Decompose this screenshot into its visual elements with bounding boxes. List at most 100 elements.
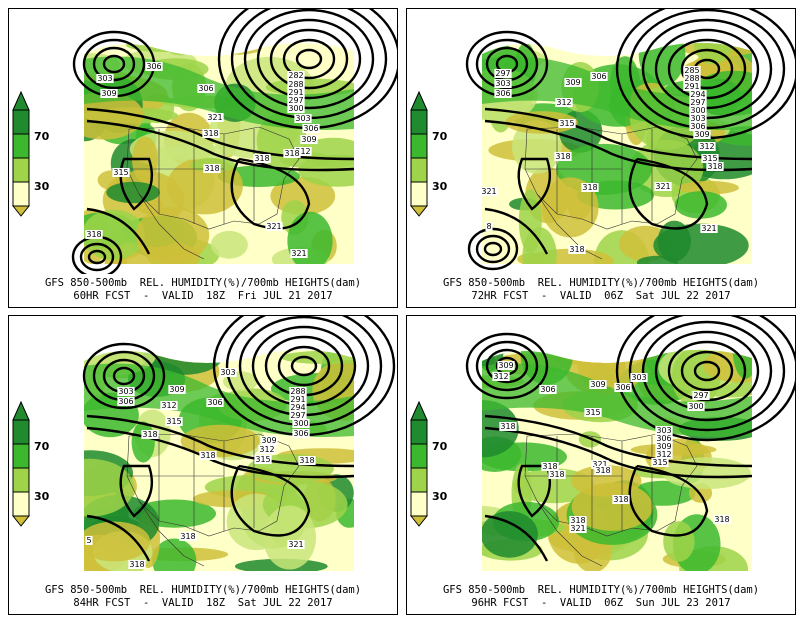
contour-label-bg (206, 113, 224, 122)
contour-label-bg (564, 78, 582, 87)
contour-line (680, 350, 734, 392)
contour-label-bg (485, 222, 493, 231)
contour-label: 312 (656, 450, 671, 459)
contour-label-bg (687, 402, 705, 411)
contour-label: 318 (613, 495, 628, 504)
contour-line (465, 332, 549, 400)
contour-label-bg (117, 387, 135, 396)
contour-label-bg (179, 532, 197, 541)
contour-label-bg (298, 456, 316, 465)
contour-line (256, 18, 362, 100)
contour-label-bg (100, 89, 118, 98)
contour-label: 309 (169, 385, 184, 394)
legend-swatch (410, 157, 428, 183)
contour-label: 318 (284, 149, 299, 158)
contour-label-bg (614, 383, 632, 392)
legend-arrow-down (11, 515, 31, 527)
contour-label-bg (254, 455, 272, 464)
legend-label-30: 30 (34, 180, 50, 193)
contour-label-bg (302, 124, 320, 133)
contour-label-bg (202, 129, 220, 138)
humidity-blob (505, 111, 578, 134)
contour-label-bg (160, 401, 178, 410)
contour-label: 303 (631, 373, 646, 382)
contour-label-bg (85, 230, 103, 239)
contour-label: 318 (549, 470, 564, 479)
contour-label: 285 (684, 66, 699, 75)
contour-label-bg (581, 183, 599, 192)
contour-label: 306 (495, 89, 510, 98)
panel-title: GFS 850-500mb REL. HUMIDITY(%)/700mb HEI… (44, 584, 362, 596)
humidity-blob (210, 230, 248, 259)
contour-label-bg (698, 142, 716, 151)
contour-label: 315 (113, 168, 128, 177)
contour-line (517, 157, 552, 211)
contour-line (290, 355, 318, 377)
contour-label: 306 (303, 124, 318, 133)
contour-label: 318 (204, 164, 219, 173)
contour-label: 300 (293, 419, 308, 428)
humidity-blob (678, 180, 739, 195)
contour-label: 297 (290, 411, 305, 420)
contour-label: 306 (615, 383, 630, 392)
contour-label: 306 (118, 397, 133, 406)
contour-label-bg (287, 540, 305, 549)
contour-label: 315 (702, 154, 717, 163)
contour-label-bg (569, 516, 587, 525)
contour-label: 309 (565, 78, 580, 87)
contour-label: 318 (569, 245, 584, 254)
contour-label: 303 (220, 368, 235, 377)
contour-line (654, 330, 760, 412)
humidity-blob (482, 400, 519, 458)
contour-line (475, 234, 511, 264)
contour-label-bg (558, 119, 576, 128)
contour-line (484, 514, 549, 562)
contour-label: 309 (656, 442, 671, 451)
contour-label: 309 (101, 89, 116, 98)
legend-label-70: 70 (432, 130, 448, 143)
contour-label: 321 (592, 460, 607, 469)
contour-label-bg (300, 135, 318, 144)
contour-label-bg (292, 419, 310, 428)
humidity-map-60hr: 3033063063092822882912973003033063093123… (71, 9, 397, 274)
legend-swatch (410, 181, 428, 207)
contour-label-bg (283, 149, 301, 158)
country-borders (524, 126, 698, 260)
contour-label: 309 (590, 380, 605, 389)
legend-swatch (12, 109, 30, 135)
contour-label: 297 (693, 391, 708, 400)
contour-label: 318 (542, 462, 557, 471)
contour-label: 321 (266, 222, 281, 231)
contour-line (484, 207, 549, 255)
humidity-blob (636, 255, 678, 265)
contour-label: 306 (656, 434, 671, 443)
contour-label-bg (499, 422, 517, 431)
contour-line (277, 345, 331, 387)
humidity-blob (638, 42, 686, 87)
contour-label: 303 (97, 74, 112, 83)
contour-label: 288 (684, 74, 699, 83)
contour-label: 291 (288, 88, 303, 97)
contour-label: 300 (288, 104, 303, 113)
contour-label: 303 (495, 79, 510, 88)
panel-title: GFS 850-500mb REL. HUMIDITY(%)/700mb HEI… (442, 277, 760, 289)
contour-line (484, 414, 753, 468)
contour-label: 306 (146, 62, 161, 71)
contour-line (484, 426, 753, 479)
contour-label: 297 (690, 98, 705, 107)
contour-label: 321 (570, 524, 585, 533)
contour-label-bg (289, 403, 307, 412)
contour-label-bg (569, 524, 587, 533)
contour-label: 312 (493, 372, 508, 381)
panel-valid-time: 96HR FCST - VALID 06Z Sun JUL 23 2017 (471, 597, 731, 609)
humidity-blob (663, 521, 695, 562)
panel-title: GFS 850-500mb REL. HUMIDITY(%)/700mb HEI… (442, 584, 760, 596)
contour-label-bg (692, 391, 710, 400)
contour-label-bg (258, 445, 276, 454)
contour-label-bg (287, 104, 305, 113)
contour-label-bg (701, 154, 719, 163)
contour-label: 303 (656, 426, 671, 435)
contour-line (87, 249, 107, 265)
contour-label-bg (497, 361, 515, 370)
contour-label: 321 (291, 249, 306, 258)
